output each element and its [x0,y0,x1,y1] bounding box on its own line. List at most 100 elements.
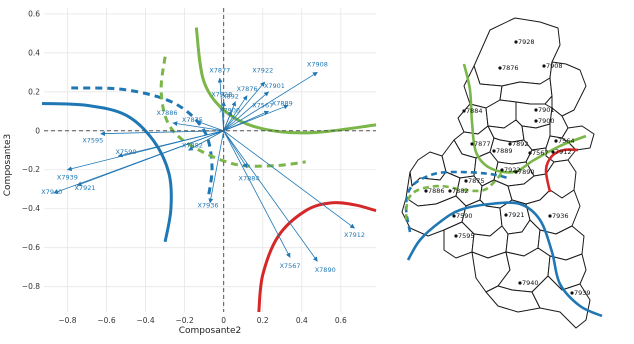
loading-arrow [195,120,224,132]
x-tick-label: −0.4 [136,316,154,325]
map-point-label: 7875 [468,177,485,185]
variable-label: X7875 [182,116,203,124]
map-point-marker [551,150,555,154]
map-cluster-curve [544,148,579,193]
map-point-marker [498,66,502,70]
map-point-label: 7912 [555,148,572,156]
variable-label: X7890 [315,266,336,274]
loading-arrow [223,130,318,262]
map-point-label: 7564 [558,137,575,145]
map-point-label: 7900 [538,117,555,125]
map-point-label: 7567 [532,149,549,157]
variable-label: X7900 [219,106,240,114]
map-point-marker [504,213,508,217]
map-point-label: 7876 [502,64,519,72]
map-panel: 7928 7876 7908 7884 7901 7900 7877 7892 7889 7567… [390,0,634,340]
map-point-label: 7890 [518,168,535,176]
loading-arrow [223,130,291,258]
y-tick-label: −0.4 [22,204,40,213]
loading-arrow [100,130,224,136]
map-point-label: 7884 [466,107,483,115]
map-point-label: 7889 [496,147,513,155]
map-point-marker [454,234,458,238]
loading-arrow [188,130,224,151]
loading-arrow [223,95,248,131]
loading-arrow [53,130,224,194]
variable-label: X7877 [209,66,230,74]
loading-arrow [223,81,265,132]
loading-arrow [223,130,355,229]
cluster-boundary-curve [41,102,173,243]
loading-arrow [223,110,270,132]
variable-label: X7940 [41,188,62,196]
y-tick-label: 0.4 [28,48,40,57]
map-point-label: 7922 [504,166,521,174]
map-point-label: 7590 [456,212,473,220]
biplot-chart: −0.8 −0.6 −0.4 −0.2 0 0.2 0.4 0.6 −0.8 −0.6 −0.4 −0… [3,8,377,336]
map-point-marker [528,151,532,155]
map-point-label: 7901 [538,106,555,114]
map-point-label: 7921 [508,211,525,219]
map-point-marker [570,291,574,295]
map-point-label: 7940 [522,279,539,287]
map-point-label: 7595 [458,232,475,240]
map-point-label: 7877 [474,140,491,148]
plot-area [44,8,376,312]
map-point-marker [462,109,466,113]
map-point-marker [492,149,496,153]
y-tick-label: −0.8 [22,282,40,291]
map-point-label: 7908 [546,62,563,70]
map-point-label: 7936 [552,212,569,220]
map-region [473,17,561,87]
variable-label: X7928 [211,91,232,99]
variable-label: X7884 [239,174,260,182]
y-tick-label: 0 [35,126,40,135]
x-tick-label: 0.2 [257,316,269,325]
map-point-marker [448,189,452,193]
loading-arrow [223,71,318,132]
variable-label: X7876 [237,85,258,93]
variable-label: X7939 [57,173,78,181]
y-tick-label: −0.6 [22,243,40,252]
map-point-marker [542,64,546,68]
map-cluster-curve [404,171,504,221]
x-tick-label: −0.8 [58,316,76,325]
map-cluster-curve [462,63,587,174]
x-tick-label: 0.6 [335,316,347,325]
x-axis-title: Composante2 [179,326,241,336]
map-point-marker [548,214,552,218]
map-point-marker [500,168,504,172]
variable-label: X7921 [75,184,96,192]
map-cluster-curve [406,201,603,318]
map-point-marker [508,142,512,146]
variable-label: X7886 [157,109,178,117]
loading-arrow [208,130,225,204]
map-point-marker [518,281,522,285]
x-tick-label: −0.6 [97,316,115,325]
variable-label: X7590 [116,148,137,156]
variable-label: X7889 [272,99,293,107]
y-tick-label: −0.2 [22,165,40,174]
map-point-label: 7886 [428,187,445,195]
map-point-label: 7928 [518,38,535,46]
variable-label: X7908 [307,60,328,68]
map-point-marker [452,214,456,218]
loading-arrow [66,130,224,172]
variable-label: X7912 [344,231,365,239]
y-tick-label: 0.2 [28,87,40,96]
map-point-marker [470,142,474,146]
variable-label: X7901 [264,82,285,90]
map-point-marker [534,108,538,112]
map-point-label: 7939 [574,289,591,297]
cluster-boundary-curve [71,86,214,200]
variable-label: X7595 [82,136,103,144]
y-axis-title: Composante3 [3,134,13,196]
x-tick-label: 0.4 [296,316,308,325]
loading-arrow [223,130,248,169]
variable-label: X7567 [252,101,273,109]
y-tick-label: 0.6 [28,9,40,18]
map-point-label: 7882 [452,187,469,195]
map-point-marker [514,170,518,174]
variable-label: X7936 [198,202,219,210]
